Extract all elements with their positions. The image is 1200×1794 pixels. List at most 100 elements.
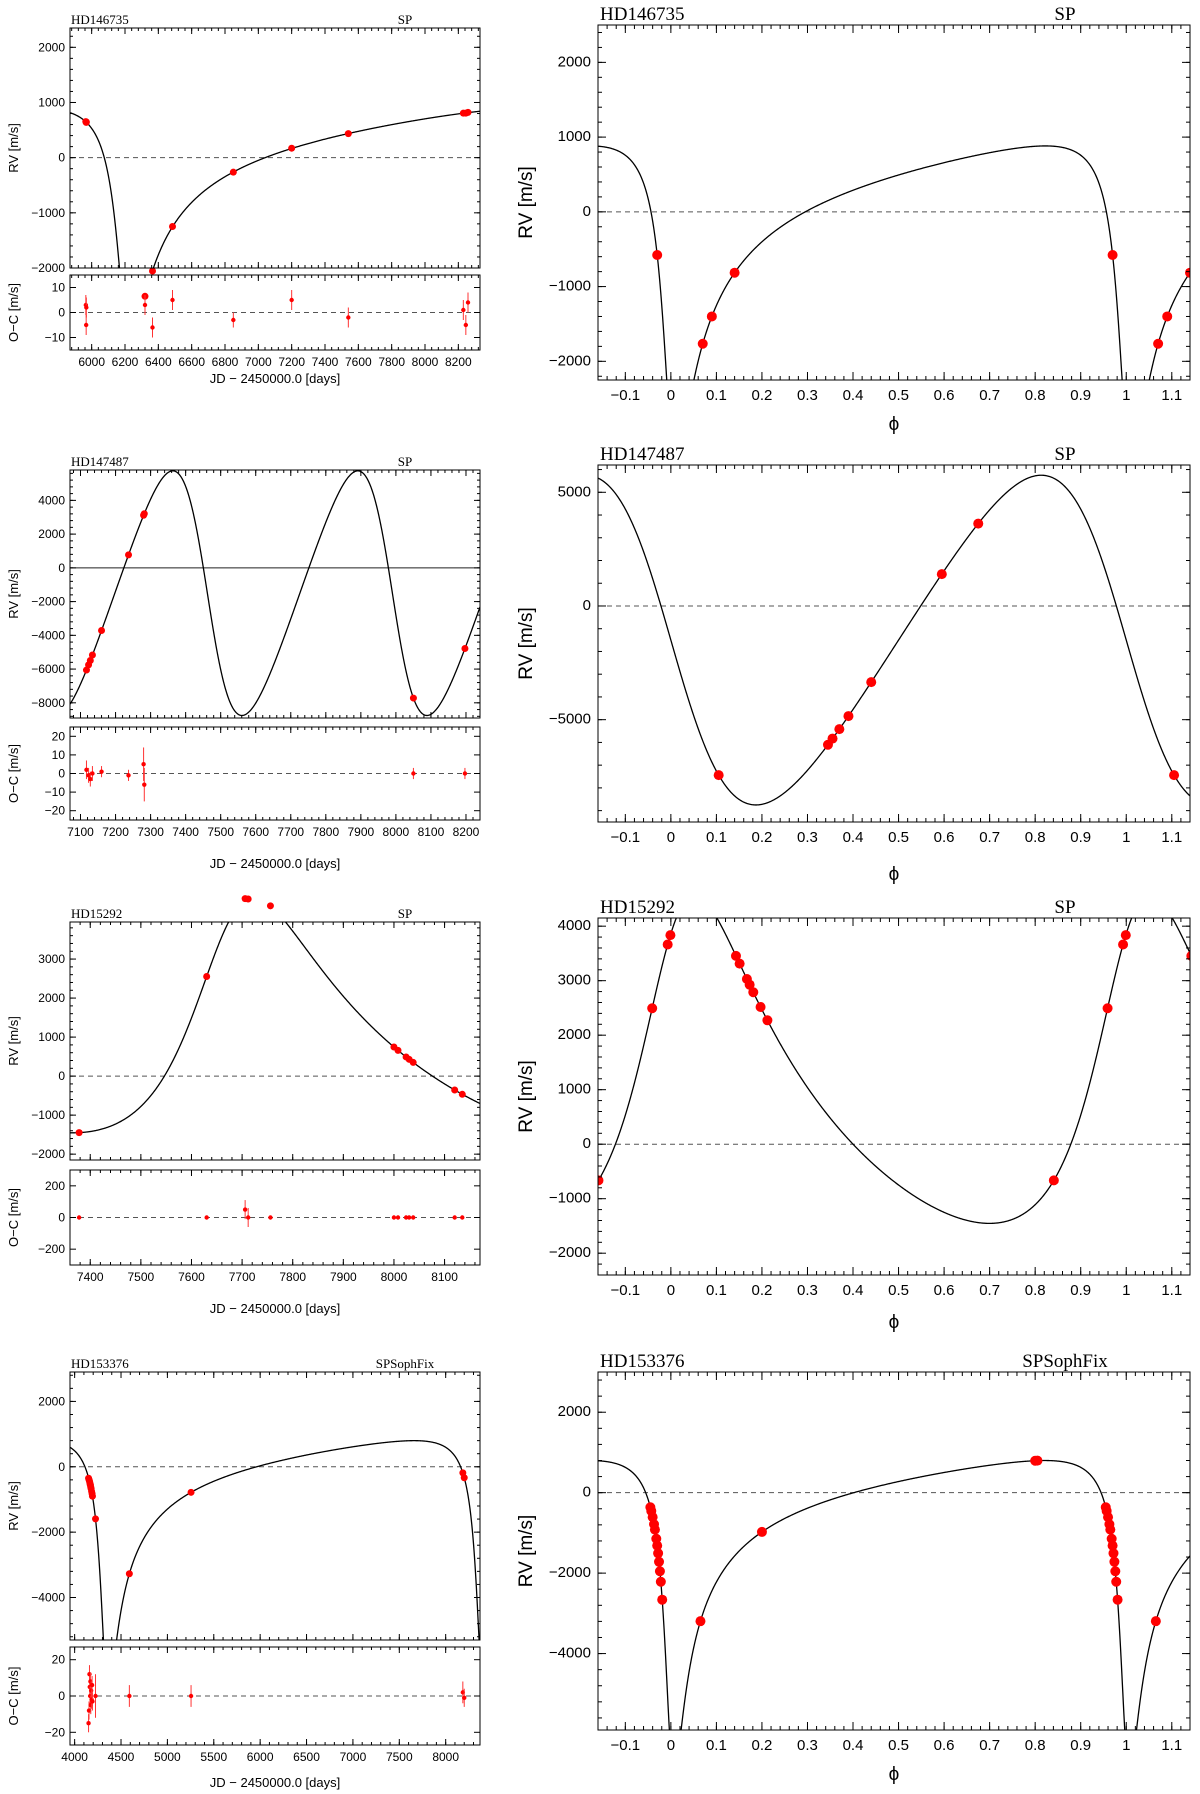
rv-point [344, 130, 352, 138]
model-title: SP [398, 906, 412, 921]
rv-point [98, 626, 106, 634]
rv-phase-point [973, 518, 984, 529]
oc-point [142, 302, 148, 308]
oc-panel-HD153376: 4000 4500 5000 5500 6000 6500 7000 7500 8000 −20 0… [6, 1646, 481, 1790]
rv-axis-label: RV [m/s] [6, 569, 21, 619]
x-tick-label: 1 [1122, 829, 1130, 846]
time-panel-HD146735: −2000 −1000 0 1000 2000 HD146735 SP RV [m/s] [6, 12, 481, 300]
rv-phase-point [647, 1003, 658, 1014]
rv-phase-point [662, 939, 673, 950]
oc-point [93, 1693, 98, 1699]
y-tick-label: 0 [58, 767, 65, 781]
x-tick-label: 0.3 [797, 387, 818, 404]
phase-axis-label: ϕ [889, 414, 900, 435]
star-title: HD15292 [600, 897, 675, 918]
oc-point [465, 300, 471, 305]
model-title: SP [398, 12, 412, 27]
x-tick-label: 6600 [178, 355, 205, 369]
oc-point [463, 322, 469, 328]
model-curve [70, 110, 480, 268]
oc-point [242, 1207, 248, 1212]
rv-phase-point [654, 1566, 665, 1577]
rv-phase-point [827, 733, 838, 744]
x-tick-label: 0.2 [752, 829, 773, 846]
y-tick-label: −6000 [31, 662, 65, 676]
y-tick-label: 10 [52, 281, 66, 295]
x-tick-label: 6200 [112, 355, 139, 369]
phase-axis-label: ϕ [889, 864, 900, 885]
oc-point [461, 307, 466, 313]
x-tick-label: 4500 [108, 1750, 135, 1764]
star-title: HD147487 [600, 444, 684, 465]
x-tick-label: 6000 [247, 1750, 274, 1764]
x-tick-label: 7000 [245, 355, 272, 369]
y-tick-label: 0 [58, 306, 65, 320]
y-tick-label: 200 [45, 1179, 65, 1193]
x-tick-label: 0.8 [1025, 387, 1046, 404]
rv-phase-point [675, 906, 685, 916]
rv-phase-point [713, 770, 724, 781]
x-tick-label: 0.9 [1070, 1282, 1091, 1299]
oc-panel-HD15292: 7400 7500 7600 7700 7800 7900 8000 8100 −200 0 200… [6, 1169, 481, 1316]
oc-point [411, 771, 416, 776]
oc-point [170, 297, 175, 303]
rv-axes-frame [69, 27, 481, 269]
rv-axes-frame [69, 1371, 481, 1641]
model-title: SPSophFix [376, 1356, 435, 1371]
star-title: HD146735 [600, 4, 684, 25]
star-title: HD153376 [600, 1351, 684, 1372]
y-tick-label: −2000 [31, 1525, 65, 1539]
x-tick-label: 0.2 [752, 387, 773, 404]
x-tick-label: 0.6 [934, 387, 955, 404]
x-tick-label: 0.3 [797, 1737, 818, 1754]
oc-point [231, 317, 236, 323]
phase-axes-frame [597, 24, 1191, 381]
rv-point [451, 1086, 459, 1094]
oc-point [141, 762, 146, 767]
x-tick-label: 7300 [137, 825, 164, 839]
x-tick-label: 0.5 [888, 829, 909, 846]
x-tick-label: 0.7 [979, 1282, 1000, 1299]
rv-phase-point [657, 1594, 668, 1605]
phase-panel-HD146735: −0.1 0 0.1 0.2 0.3 0.4 0.5 0.6 0.7 0.8 0.9 1 1.1 −200… [516, 4, 1191, 435]
rv-point [82, 118, 90, 126]
y-tick-label: 0 [58, 151, 65, 165]
oc-point [391, 1215, 397, 1220]
oc-point [245, 1215, 251, 1220]
x-tick-label: 0.4 [843, 387, 864, 404]
y-tick-label: −20 [45, 804, 66, 818]
x-tick-label: 1 [1122, 387, 1130, 404]
x-tick-label: 7700 [229, 1270, 256, 1284]
oc-point [83, 322, 89, 328]
x-tick-label: 1 [1122, 1737, 1130, 1754]
y-tick-label: 2000 [558, 53, 591, 70]
x-tick-label: 0.1 [706, 387, 727, 404]
oc-point [204, 1215, 209, 1220]
y-tick-label: −8000 [31, 696, 65, 710]
rv-phase-point [1048, 1175, 1059, 1186]
oc-point [462, 771, 468, 776]
rv-phase-point [1153, 338, 1164, 349]
time-panel-HD15292: −2000 −1000 0 1000 2000 3000 HD15292 SP RV [m/s] [6, 895, 481, 1161]
x-tick-label: 1.1 [1161, 1737, 1182, 1754]
oc-axes-frame [69, 726, 481, 821]
oc-point [289, 297, 294, 303]
rv-point [288, 144, 296, 152]
rv-phase-point [730, 950, 741, 961]
x-tick-label: 8200 [445, 355, 472, 369]
rv-point [187, 1488, 195, 1496]
rv-phase-point [748, 987, 759, 998]
time-axis-label: JD − 2450000.0 [days] [210, 1301, 340, 1316]
model-title: SPSophFix [1022, 1351, 1108, 1372]
oc-axis-label: O−C [m/s] [6, 744, 21, 803]
rv-axis-label: RV [m/s] [516, 1515, 537, 1588]
rv-axis-label: RV [m/s] [6, 1016, 21, 1066]
rv-point [75, 1129, 83, 1137]
rv-axis-label: RV [m/s] [6, 123, 21, 173]
x-tick-label: 0.8 [1025, 1282, 1046, 1299]
y-tick-label: −2000 [31, 1147, 65, 1161]
oc-point [86, 1721, 91, 1726]
x-tick-label: −0.1 [611, 829, 641, 846]
y-tick-label: −20 [45, 1725, 66, 1739]
x-tick-label: 0.6 [934, 1282, 955, 1299]
